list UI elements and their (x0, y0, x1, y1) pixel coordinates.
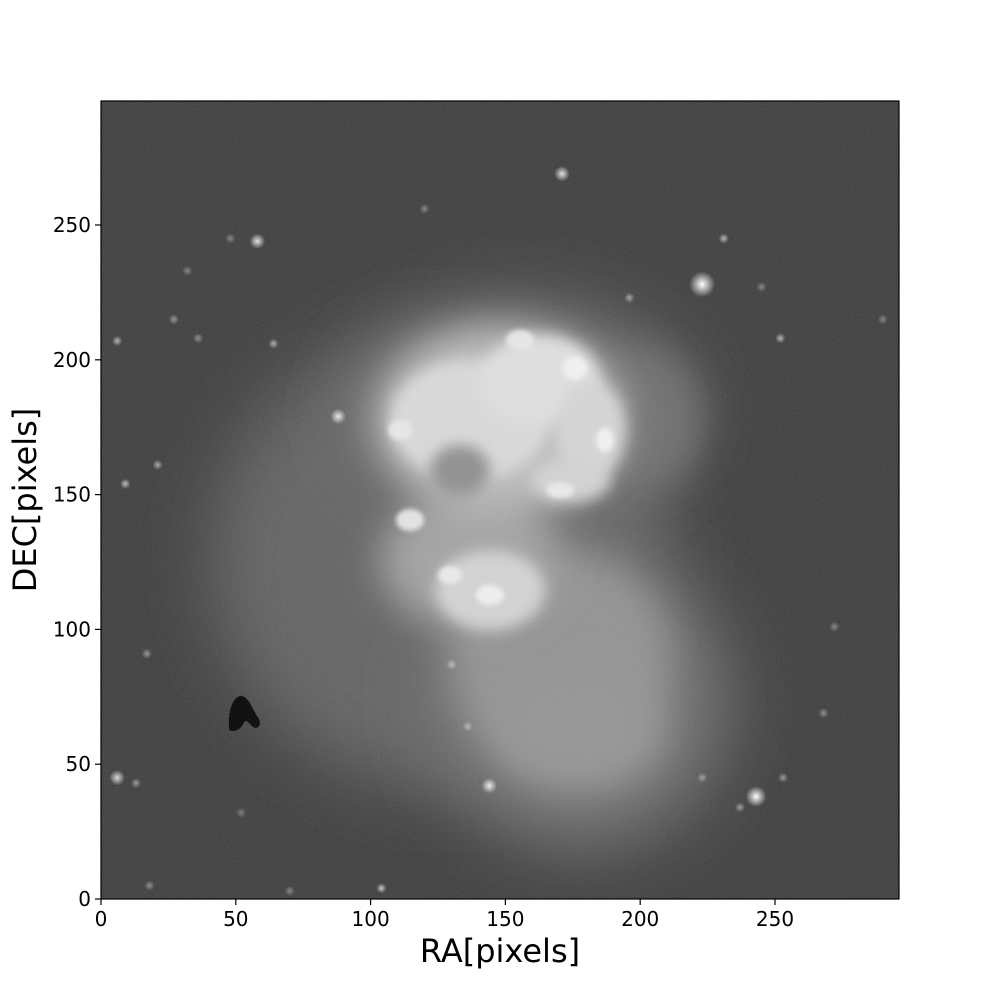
y-tick-label: 100 (53, 617, 91, 641)
x-tick-label: 0 (95, 907, 108, 931)
x-tick-label: 200 (621, 907, 659, 931)
x-tick-label: 100 (352, 907, 390, 931)
x-tick-label: 250 (756, 907, 794, 931)
y-axis-ticks: 0 50 100 150 200 250 (53, 213, 101, 911)
x-axis-ticks: 0 50 100 150 200 250 (95, 899, 794, 931)
image-area (101, 101, 899, 899)
y-tick-label: 50 (66, 752, 91, 776)
x-tick-label: 50 (223, 907, 248, 931)
y-tick-label: 250 (53, 213, 91, 237)
noise-overlay (101, 101, 899, 899)
y-axis-label: DEC[pixels] (6, 408, 44, 593)
x-axis-label: RA[pixels] (420, 932, 580, 970)
x-tick-label: 150 (486, 907, 524, 931)
y-tick-label: 150 (53, 483, 91, 507)
y-tick-label: 0 (78, 887, 91, 911)
plot-frame (100, 100, 900, 900)
y-tick-label: 200 (53, 348, 91, 372)
